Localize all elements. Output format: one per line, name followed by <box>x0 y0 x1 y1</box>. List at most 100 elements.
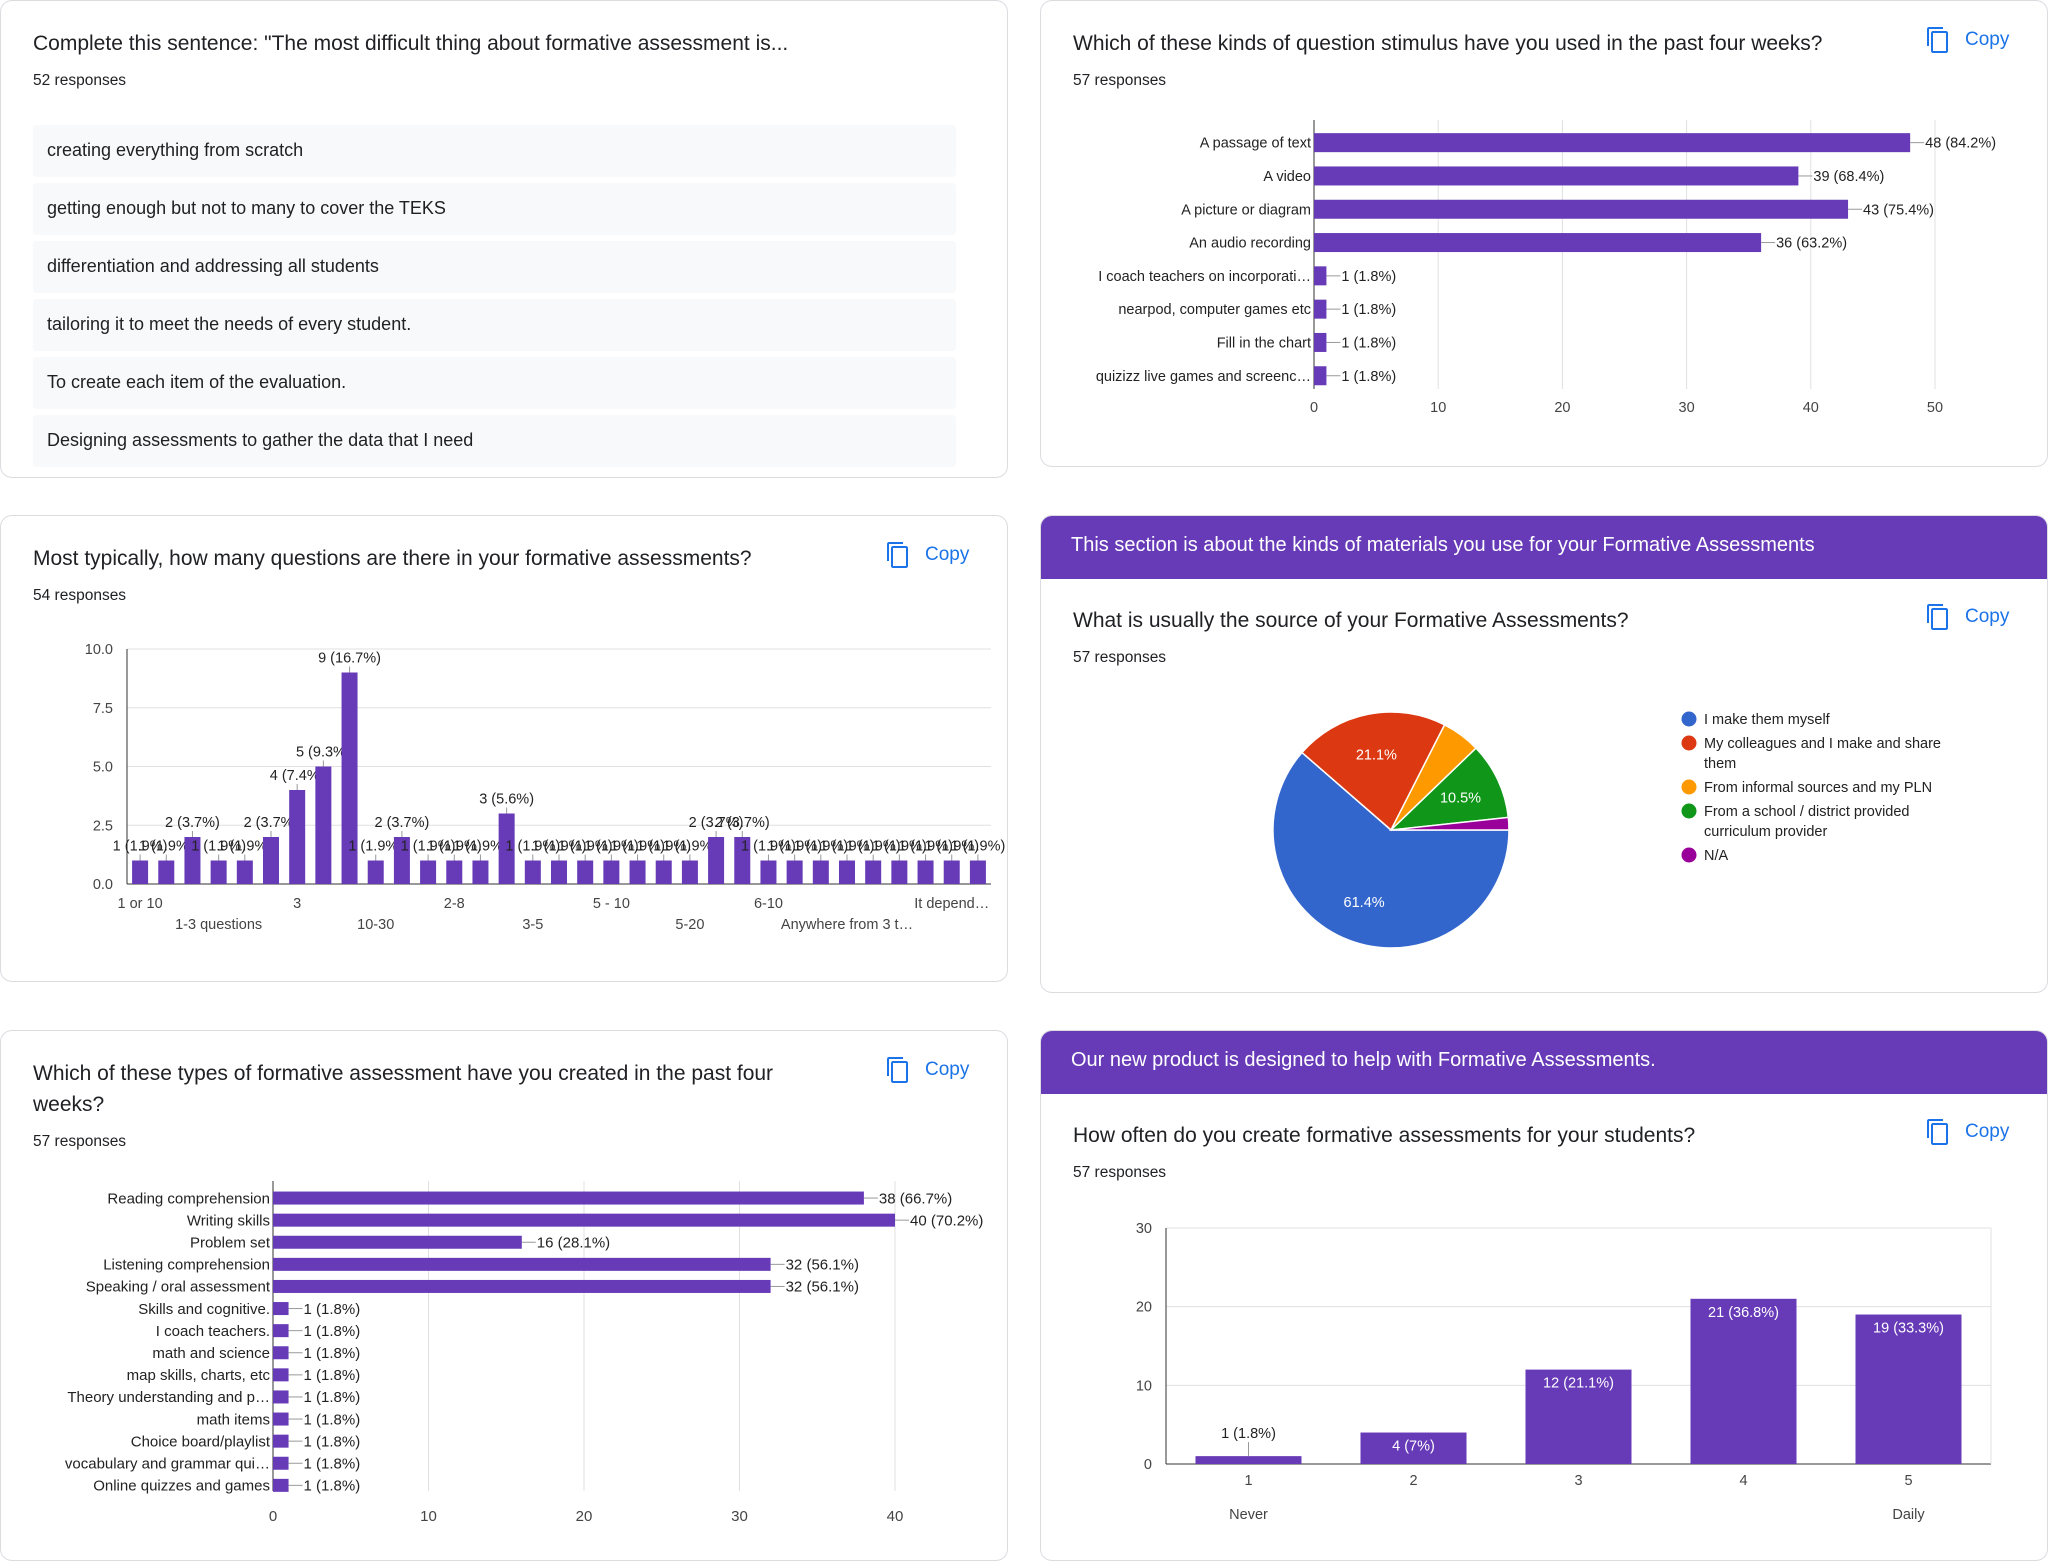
copy-icon <box>1927 27 1948 53</box>
data-label: 43 (75.4%) <box>1863 202 1934 218</box>
bar <box>1314 366 1327 386</box>
category-label: Problem set <box>190 1235 271 1252</box>
data-label: 9 (16.7%) <box>318 651 381 667</box>
bar <box>734 837 751 884</box>
copy-icon <box>1927 604 1948 630</box>
response-item: creating everything from scratch <box>33 125 956 177</box>
category-label: math and science <box>152 1345 270 1362</box>
category-label: An audio recording <box>1189 236 1311 252</box>
data-label: 2 (3.7%) <box>715 815 770 831</box>
data-label: 3 (5.6%) <box>479 792 534 808</box>
data-label: 1 (1.9%) <box>558 839 613 855</box>
data-label: 48 (84.2%) <box>1925 136 1996 152</box>
copy-button[interactable]: Copy <box>1925 1118 2009 1146</box>
data-label: 1 (1.9%) <box>401 839 456 855</box>
category-label: Fill in the chart <box>1217 336 1311 352</box>
bar <box>263 837 279 884</box>
data-label: 1 (1.9%) <box>191 839 246 855</box>
bar <box>943 860 960 884</box>
x-tick-label: 1-3 questions <box>175 917 262 933</box>
card-stimulus: Which of these kinds of question stimulu… <box>1040 0 2048 467</box>
source-pie-chart: 61.4% 21.1% 10.5% I make them myself My coll… <box>1272 711 1941 949</box>
data-label: 38 (66.7%) <box>879 1190 952 1207</box>
response-count: 57 responses <box>1073 1164 1167 1181</box>
bar <box>236 860 253 884</box>
bar <box>524 860 541 884</box>
data-label: 2 (3.7%) <box>375 815 430 831</box>
copy-icon <box>887 1057 908 1083</box>
data-label: 2 (3.7%) <box>689 815 744 831</box>
bar <box>655 860 672 884</box>
copy-button[interactable]: Copy <box>885 1056 969 1084</box>
category-label: A passage of text <box>1200 136 1311 152</box>
bar <box>1195 1456 1302 1464</box>
y-tick-label: 20 <box>1136 1300 1152 1316</box>
category-label: A picture or diagram <box>1181 202 1311 218</box>
legend-swatch <box>1681 779 1697 795</box>
data-label: 1 (1.9%) <box>820 839 875 855</box>
data-label: 32 (56.1%) <box>786 1279 859 1296</box>
bar <box>273 1213 895 1227</box>
data-label: 5 (9.3%) <box>296 745 351 761</box>
category-label: Skills and cognitive. <box>138 1301 270 1318</box>
bar <box>1314 299 1327 319</box>
frequency-bar-chart: 0 10 20 30 1 (1.8%) 1 Never 4 (7%) 2 12 (21.1%) 3 2… <box>1136 1221 1992 1523</box>
x-tick-label: 20 <box>1554 400 1570 416</box>
bar <box>917 860 934 884</box>
question-title: Complete this sentence: "The most diffic… <box>33 32 789 55</box>
data-label: 40 (70.2%) <box>910 1212 983 1229</box>
x-tick-label: 1 <box>1244 1473 1252 1489</box>
x-tick-label: 1 or 10 <box>118 896 163 912</box>
x-tick-label: 6-10 <box>754 896 783 912</box>
data-label: 1 (1.8%) <box>304 1389 361 1406</box>
bar <box>273 1302 289 1316</box>
bar <box>273 1324 289 1338</box>
copy-button[interactable]: Copy <box>1925 26 2009 54</box>
question-title: What is usually the source of your Forma… <box>1073 609 1629 632</box>
data-label: 1 (1.9%) <box>741 839 796 855</box>
bar <box>760 860 777 884</box>
x-tick-label: 40 <box>1803 400 1819 416</box>
bar <box>367 860 384 884</box>
y-tick-label: 5.0 <box>93 760 113 776</box>
bar <box>629 860 646 884</box>
x-tick-label: 10 <box>1430 400 1446 416</box>
copy-button[interactable]: Copy <box>885 541 969 569</box>
bar <box>1690 1298 1797 1464</box>
bar <box>1314 166 1799 186</box>
legend-label: N/A <box>1704 848 1729 864</box>
data-label: 1 (1.9%) <box>348 839 403 855</box>
x-tick-label: 4 <box>1739 1473 1747 1489</box>
response-count: 57 responses <box>1073 72 1167 89</box>
x-tick-label: 3-5 <box>522 917 543 933</box>
legend-label: My colleagues and I make and share <box>1704 736 1941 752</box>
bar <box>273 1478 289 1492</box>
category-label: Writing skills <box>187 1212 270 1229</box>
bar <box>273 1346 289 1360</box>
section-banner: This section is about the kinds of mater… <box>1041 516 2047 579</box>
category-label: Choice board/playlist <box>131 1433 271 1450</box>
question-title: Most typically, how many questions are t… <box>33 547 752 570</box>
data-label: 36 (63.2%) <box>1776 236 1847 252</box>
bar <box>393 837 410 884</box>
slice-label: 61.4% <box>1344 895 1385 911</box>
question-title-line2: weeks? <box>33 1093 105 1116</box>
x-tick-label: 30 <box>1679 400 1695 416</box>
bar <box>891 860 908 884</box>
legend-swatch <box>1681 735 1697 751</box>
bar <box>1314 199 1849 219</box>
data-label: 4 (7.4%) <box>270 768 325 784</box>
x-tick-label: 2 <box>1409 1473 1417 1489</box>
legend-swatch <box>1681 711 1697 727</box>
category-label: vocabulary and grammar qui… <box>65 1456 270 1473</box>
data-label: 1 (1.9%) <box>505 839 560 855</box>
copy-label: Copy <box>925 544 970 565</box>
bar <box>158 860 175 884</box>
slice-label: 10.5% <box>1440 791 1481 807</box>
data-label: 4 (7%) <box>1392 1439 1435 1455</box>
response-count: 57 responses <box>33 1133 127 1150</box>
x-tick-label: 0 <box>269 1508 277 1525</box>
copy-button[interactable]: Copy <box>1925 603 2009 631</box>
bar <box>446 860 463 884</box>
x-tick-label: 10-30 <box>357 917 394 933</box>
